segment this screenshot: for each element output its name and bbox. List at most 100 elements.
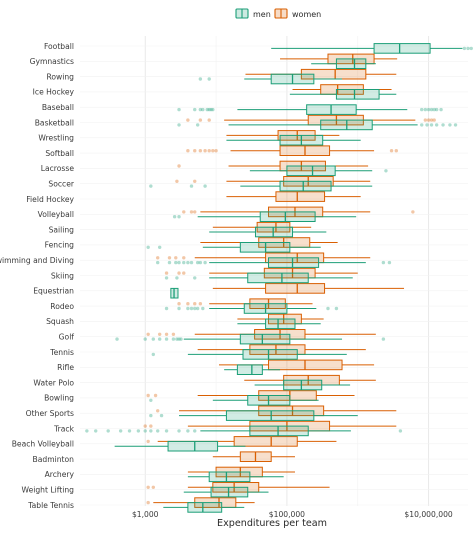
sport-label: Rifle [57, 363, 74, 372]
outlier-point [203, 149, 207, 153]
box-women [186, 145, 398, 156]
outlier-point [394, 149, 398, 153]
box-men [114, 440, 246, 452]
outlier-point [149, 424, 153, 428]
outlier-point [182, 256, 186, 260]
box-women [212, 283, 405, 294]
outlier-point [146, 245, 150, 249]
box-men [156, 257, 392, 268]
outlier-point [195, 306, 200, 311]
outlier-point [106, 429, 110, 433]
outlier-point [149, 184, 153, 188]
outlier-point [186, 260, 190, 265]
outlier-point [143, 429, 147, 433]
sport-label: Basketball [35, 118, 74, 127]
outlier-point [164, 429, 169, 433]
outlier-point [157, 337, 162, 341]
outlier-point [193, 276, 197, 280]
outlier-point [453, 123, 458, 127]
outlier-point [177, 107, 181, 112]
outlier-point [177, 306, 181, 311]
box-men [254, 379, 351, 391]
box-men [164, 272, 353, 284]
outlier-point [205, 107, 209, 112]
sport-label: Beach Volleyball [12, 440, 74, 449]
sport-label: Track [53, 424, 74, 433]
outlier-point [186, 306, 190, 311]
box-women [245, 68, 397, 80]
sport-label: Archery [45, 470, 75, 479]
outlier-point [182, 210, 186, 214]
outlier-point [143, 424, 147, 428]
outlier-point [175, 179, 179, 183]
outlier-point [423, 107, 428, 112]
sport-labels: Football Gymnastics Rowing Ice Hockey Baseba… [0, 42, 75, 510]
outlier-point [189, 184, 194, 188]
outlier-point [171, 332, 176, 336]
outlier-point [156, 409, 160, 413]
outlier-point [334, 306, 339, 311]
outlier-point [193, 179, 197, 183]
box-men [289, 89, 397, 100]
iqr-box [265, 283, 326, 294]
outlier-point [177, 164, 181, 168]
sport-label: Volleyball [38, 210, 74, 219]
iqr-box [275, 191, 326, 202]
outlier-point [156, 429, 160, 433]
outlier-point [198, 260, 203, 265]
outlier-point [198, 302, 203, 306]
outlier-point [381, 337, 386, 341]
outlier-point [186, 118, 190, 122]
outlier-point [143, 337, 147, 341]
outlier-point [434, 123, 439, 127]
outlier-point [198, 149, 203, 153]
box-men [311, 58, 376, 70]
outlier-point [186, 429, 190, 433]
outlier-point [439, 107, 443, 112]
outlier-point [186, 149, 190, 153]
iqr-box [167, 440, 219, 452]
outlier-point [156, 260, 160, 265]
outlier-point [420, 107, 424, 112]
box-men [177, 104, 443, 115]
outlier-point [466, 46, 470, 51]
outlier-point [175, 337, 179, 341]
outlier-point [174, 256, 178, 260]
box-men [226, 134, 361, 146]
box-men [271, 43, 473, 54]
outlier-point [177, 123, 181, 127]
box-women [226, 191, 361, 202]
outlier-point [423, 118, 428, 122]
outlier-point [207, 118, 211, 122]
outlier-point [146, 332, 150, 336]
outlier-point [420, 123, 424, 127]
outlier-point [167, 256, 172, 260]
iqr-box [249, 425, 309, 437]
iqr-box [236, 364, 263, 375]
x-axis-title: Expenditures per team [217, 518, 327, 529]
outlier-point [164, 337, 169, 341]
outlier-point [198, 118, 203, 122]
sport-label: Skiing [51, 271, 74, 280]
outlier-point [115, 337, 119, 341]
legend: men women [235, 8, 321, 19]
outlier-point [151, 485, 156, 489]
outlier-point [448, 123, 452, 127]
outlier-point [189, 210, 194, 214]
box-women [186, 114, 436, 126]
box-men [163, 502, 245, 513]
sport-label: Football [44, 42, 74, 51]
outlier-point [398, 429, 403, 433]
box-men [209, 226, 327, 238]
outlier-point [156, 256, 160, 260]
outlier-point [193, 210, 197, 214]
box-men [177, 119, 458, 131]
outlier-point [177, 215, 181, 219]
legend-label-women: women [292, 10, 321, 19]
x-tick-label: $100,000 [269, 510, 305, 519]
outlier-point [193, 149, 197, 153]
outlier-point [149, 429, 153, 433]
iqr-box [210, 486, 249, 498]
legend-label-men: men [253, 10, 271, 19]
iqr-box [254, 226, 294, 238]
